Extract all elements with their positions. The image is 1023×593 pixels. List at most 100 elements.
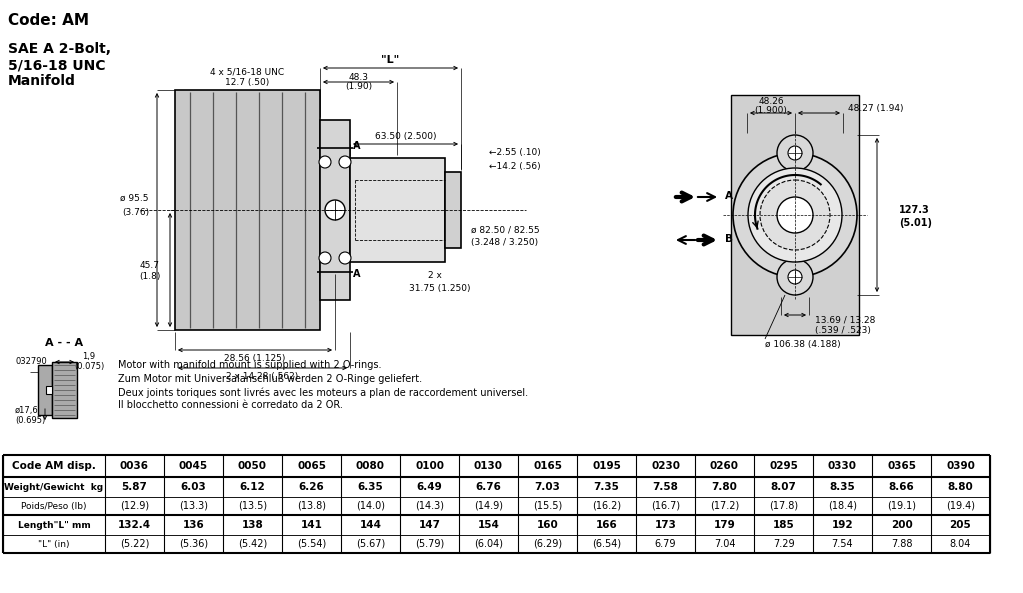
Bar [3, 497, 105, 515]
Text: 179: 179 [714, 520, 736, 530]
Text: 7.35: 7.35 [593, 482, 620, 492]
Text: Poids/Peso (lb): Poids/Peso (lb) [21, 502, 87, 511]
Bar [518, 497, 577, 515]
Text: 173: 173 [655, 520, 676, 530]
Text: Code: AM: Code: AM [8, 13, 89, 28]
Text: (1.900): (1.900) [755, 106, 788, 114]
Bar [577, 497, 636, 515]
Text: 0230: 0230 [651, 461, 680, 471]
Text: (12.9): (12.9) [120, 501, 149, 511]
Bar [577, 515, 636, 535]
Bar [518, 477, 577, 497]
Text: ←2.55 (.10): ←2.55 (.10) [489, 148, 541, 157]
Bar [459, 477, 518, 497]
Bar [223, 477, 282, 497]
Text: (17.2): (17.2) [710, 501, 740, 511]
Text: 28.56 (1.125): 28.56 (1.125) [224, 353, 285, 362]
Text: (5.67): (5.67) [356, 539, 385, 549]
Bar [164, 535, 223, 553]
Text: ø 95.5: ø 95.5 [121, 193, 149, 202]
Text: (6.54): (6.54) [592, 539, 621, 549]
Text: (5.36): (5.36) [179, 539, 208, 549]
Bar [636, 497, 695, 515]
Text: 45.7: 45.7 [140, 260, 160, 269]
Text: 0100: 0100 [415, 461, 444, 471]
Text: B: B [725, 234, 733, 244]
Bar [813, 515, 872, 535]
Text: 154: 154 [478, 520, 499, 530]
Bar [577, 477, 636, 497]
Text: Il blocchetto connessioni è corredato da 2 OR.: Il blocchetto connessioni è corredato da… [118, 400, 343, 410]
Text: 31.75 (1.250): 31.75 (1.250) [409, 283, 471, 292]
Bar [636, 515, 695, 535]
Circle shape [760, 180, 830, 250]
Text: (6.29): (6.29) [533, 539, 562, 549]
Text: 2 x: 2 x [428, 270, 442, 279]
Bar [695, 515, 754, 535]
Bar [459, 515, 518, 535]
Text: 205: 205 [949, 520, 972, 530]
Bar [282, 515, 341, 535]
Bar [754, 535, 813, 553]
Bar [754, 477, 813, 497]
Text: 0065: 0065 [297, 461, 326, 471]
Bar [754, 515, 813, 535]
Bar [400, 535, 459, 553]
Text: A - - A: A - - A [45, 338, 83, 348]
Text: A: A [353, 141, 360, 151]
Bar [282, 535, 341, 553]
Text: 6.03: 6.03 [181, 482, 207, 492]
Text: "L": "L" [382, 55, 400, 65]
Text: 7.54: 7.54 [832, 539, 853, 549]
Text: A: A [725, 191, 733, 201]
Bar [175, 90, 320, 330]
Bar [459, 535, 518, 553]
Bar [164, 497, 223, 515]
Bar [223, 535, 282, 553]
Bar [320, 120, 350, 300]
Circle shape [325, 200, 345, 220]
Circle shape [777, 259, 813, 295]
Text: (14.0): (14.0) [356, 501, 385, 511]
Text: 144: 144 [359, 520, 382, 530]
Bar [754, 497, 813, 515]
Text: 0036: 0036 [120, 461, 149, 471]
Text: Zum Motor mit Universalanschluß werden 2 O-Ringe geliefert.: Zum Motor mit Universalanschluß werden 2… [118, 374, 422, 384]
Text: A: A [353, 269, 360, 279]
Text: (13.5): (13.5) [238, 501, 267, 511]
Bar [872, 515, 931, 535]
Text: (15.5): (15.5) [533, 501, 562, 511]
Bar [872, 477, 931, 497]
Text: ø 82.50 / 82.55: ø 82.50 / 82.55 [471, 225, 539, 234]
Text: 7.88: 7.88 [891, 539, 913, 549]
Circle shape [339, 156, 351, 168]
Text: (3.76): (3.76) [122, 208, 149, 216]
Text: (13.8): (13.8) [297, 501, 326, 511]
Text: 138: 138 [241, 520, 263, 530]
Text: 7.80: 7.80 [712, 482, 738, 492]
Text: 0260: 0260 [710, 461, 739, 471]
Text: Length"L" mm: Length"L" mm [17, 521, 90, 530]
Bar [223, 455, 282, 477]
Text: (5.42): (5.42) [238, 539, 267, 549]
Bar [52, 362, 77, 418]
Bar [813, 455, 872, 477]
Text: 8.07: 8.07 [770, 482, 797, 492]
Circle shape [319, 252, 331, 264]
Text: 032790: 032790 [15, 358, 47, 366]
Circle shape [777, 197, 813, 233]
Bar [813, 535, 872, 553]
Bar [931, 515, 990, 535]
Bar [164, 515, 223, 535]
Circle shape [319, 156, 331, 168]
Text: 6.76: 6.76 [476, 482, 501, 492]
Text: 0050: 0050 [238, 461, 267, 471]
Text: 7.03: 7.03 [535, 482, 561, 492]
Bar [223, 515, 282, 535]
Text: Weight/Gewicht  kg: Weight/Gewicht kg [4, 483, 103, 492]
Bar [636, 477, 695, 497]
Text: 13.69 / 13.28: 13.69 / 13.28 [815, 315, 876, 324]
Bar [931, 535, 990, 553]
Text: (6.04): (6.04) [474, 539, 503, 549]
Text: 192: 192 [832, 520, 853, 530]
